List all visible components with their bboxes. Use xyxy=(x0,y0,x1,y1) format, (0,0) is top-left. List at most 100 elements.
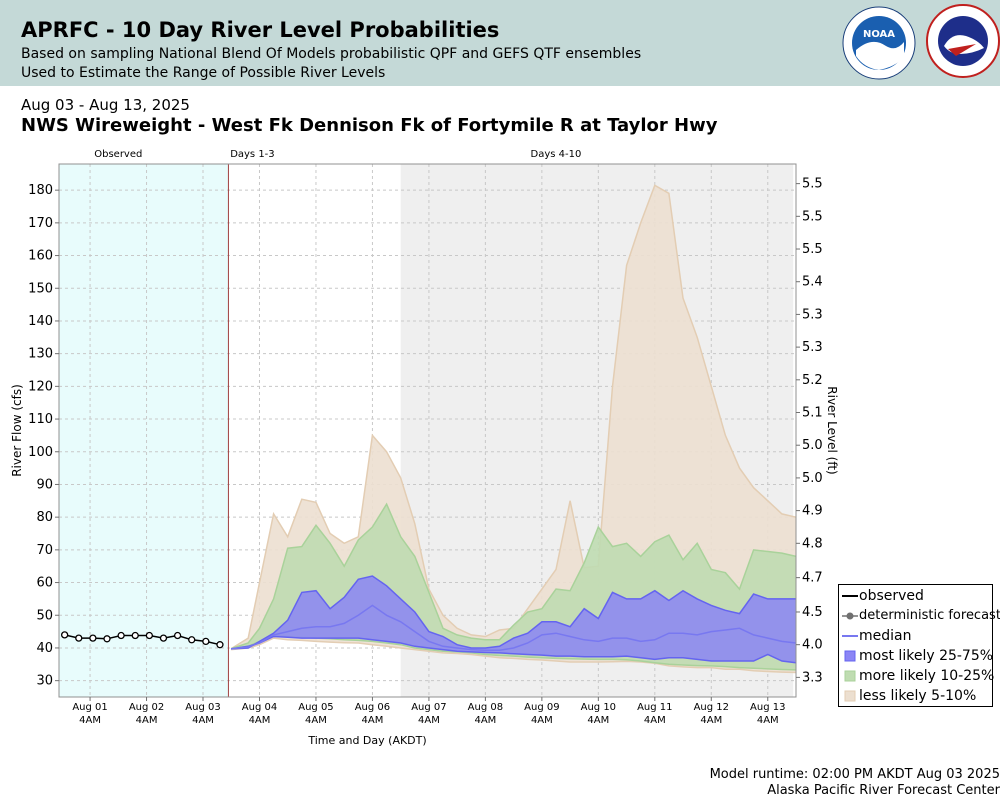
y2-tick-label: 5.0 xyxy=(802,471,823,486)
most-likely-band xyxy=(231,576,796,663)
x-tick-label: Aug 08 xyxy=(468,702,503,713)
legend-label: median xyxy=(859,628,912,644)
observed-point xyxy=(216,641,224,649)
y-tick-label: 110 xyxy=(28,412,53,427)
page-title: APRFC - 10 Day River Level Probabilities xyxy=(21,18,500,42)
y2-tick-label: 5.5 xyxy=(802,209,823,224)
y2-tick-label: 5.3 xyxy=(802,307,823,322)
plot-frame xyxy=(58,163,797,698)
axis-labels: Observed Days 1-3 Days 4-10 30 40 50 60 70 80 90 1… xyxy=(10,149,839,747)
y2-tick-label: 4.5 xyxy=(802,605,823,620)
x-tick-label: Aug 12 xyxy=(694,702,729,713)
model-runtime: Model runtime: 02:00 PM AKDT Aug 03 2025 xyxy=(709,767,1000,782)
y2-tick-label: 5.3 xyxy=(802,340,823,355)
legend-swatch xyxy=(844,670,856,682)
legend-swatch xyxy=(842,612,858,620)
x-tick-sublabel: 4AM xyxy=(587,715,609,726)
legend-swatch xyxy=(844,650,856,662)
legend-item: deterministic forecast xyxy=(839,607,1000,625)
page-subtitle-2: Used to Estimate the Range of Possible R… xyxy=(21,65,386,81)
x-tick-sublabel: 4AM xyxy=(474,715,496,726)
x-tick-label: Aug 03 xyxy=(185,702,220,713)
x-tick-label: Aug 04 xyxy=(242,702,277,713)
y2-tick-label: 5.4 xyxy=(802,275,823,290)
median-line xyxy=(231,604,797,651)
y-axis-title: River Flow (cfs) xyxy=(10,384,24,477)
observed-point xyxy=(188,636,196,644)
observed-point xyxy=(145,631,154,640)
y-tick-label: 100 xyxy=(28,445,53,460)
period-bg-0 xyxy=(59,164,229,697)
x-tick-sublabel: 4AM xyxy=(757,715,779,726)
legend-label: deterministic forecast xyxy=(859,608,1000,623)
noaa-logo-text: NOAA xyxy=(863,29,895,40)
x-tick-label: Aug 05 xyxy=(298,702,333,713)
x-tick-sublabel: 4AM xyxy=(644,715,666,726)
observed-point xyxy=(131,631,139,640)
legend-item: observed xyxy=(839,587,994,605)
noaa-logo: NOAA xyxy=(842,6,916,80)
y2-tick-label: 5.1 xyxy=(802,406,823,421)
x-tick-label: Aug 10 xyxy=(581,702,616,713)
legend-item: less likely 5-10% xyxy=(839,687,994,705)
x-axis-title: Time and Day (AKDT) xyxy=(307,734,426,747)
observed-point xyxy=(173,631,182,640)
y2-tick-label: 5.5 xyxy=(802,177,823,192)
y2-tick-label: 4.7 xyxy=(802,571,823,586)
axes xyxy=(55,163,800,701)
observed-point xyxy=(117,631,125,640)
y-tick-label: 50 xyxy=(36,608,53,623)
y2-tick-label: 4.8 xyxy=(802,536,823,551)
y-tick-label: 120 xyxy=(28,379,53,394)
y-tick-label: 80 xyxy=(36,510,53,525)
x-tick-label: Aug 11 xyxy=(637,702,672,713)
observed-point xyxy=(159,634,168,642)
legend-swatch xyxy=(842,635,858,637)
observed-point xyxy=(103,635,111,643)
legend-label: less likely 5-10% xyxy=(859,688,977,704)
y-tick-label: 150 xyxy=(28,281,53,296)
most-likely-band-lower-edge xyxy=(231,635,797,664)
legend-swatch xyxy=(844,690,856,702)
y-tick-label: 90 xyxy=(36,477,53,492)
more-likely-band-upper-edge xyxy=(230,502,797,650)
x-tick-sublabel: 4AM xyxy=(700,715,722,726)
x-tick-label: Aug 09 xyxy=(524,702,559,713)
x-tick-sublabel: 4AM xyxy=(79,715,101,726)
y-tick-label: 30 xyxy=(36,674,53,689)
legend-item: median xyxy=(839,627,994,645)
y2-tick-label: 5.2 xyxy=(802,373,823,388)
y-tick-label: 70 xyxy=(36,543,53,558)
x-tick-sublabel: 4AM xyxy=(418,715,440,726)
x-tick-label: Aug 13 xyxy=(750,702,785,713)
y2-tick-label: 4.0 xyxy=(802,638,823,653)
y2-tick-label: 5.0 xyxy=(802,438,823,453)
period-label: Days 4-10 xyxy=(531,149,582,160)
y-tick-label: 130 xyxy=(28,347,53,362)
nws-logo xyxy=(926,4,1000,78)
y2-axis-title: River Level (ft) xyxy=(825,386,839,474)
legend-label: most likely 25-75% xyxy=(859,648,994,664)
observed-point xyxy=(75,634,83,642)
y2-tick-label: 3.3 xyxy=(802,670,823,685)
header-banner: APRFC - 10 Day River Level Probabilities… xyxy=(0,0,1000,86)
x-tick-sublabel: 4AM xyxy=(305,715,327,726)
date-range: Aug 03 - Aug 13, 2025 xyxy=(21,96,190,114)
page-subtitle-1: Based on sampling National Blend Of Mode… xyxy=(21,46,642,62)
period-label: Observed xyxy=(94,149,142,160)
station-name: NWS Wireweight - West Fk Dennison Fk of … xyxy=(21,115,718,136)
probability-bands xyxy=(230,184,797,674)
y-tick-label: 180 xyxy=(28,183,53,198)
x-tick-sublabel: 4AM xyxy=(192,715,214,726)
y-tick-label: 140 xyxy=(28,314,53,329)
legend-item: more likely 10-25% xyxy=(839,667,994,685)
y2-tick-label: 5.5 xyxy=(802,242,823,257)
river-level-chart: Observed Days 1-3 Days 4-10 30 40 50 60 70 80 90 1… xyxy=(10,149,839,747)
y2-tick-label: 4.9 xyxy=(802,504,823,519)
x-tick-label: Aug 02 xyxy=(129,702,164,713)
y-tick-label: 40 xyxy=(36,641,53,656)
x-tick-sublabel: 4AM xyxy=(362,715,384,726)
legend-label: observed xyxy=(859,588,924,604)
y-tick-label: 60 xyxy=(36,576,53,591)
series-lines xyxy=(60,164,797,697)
